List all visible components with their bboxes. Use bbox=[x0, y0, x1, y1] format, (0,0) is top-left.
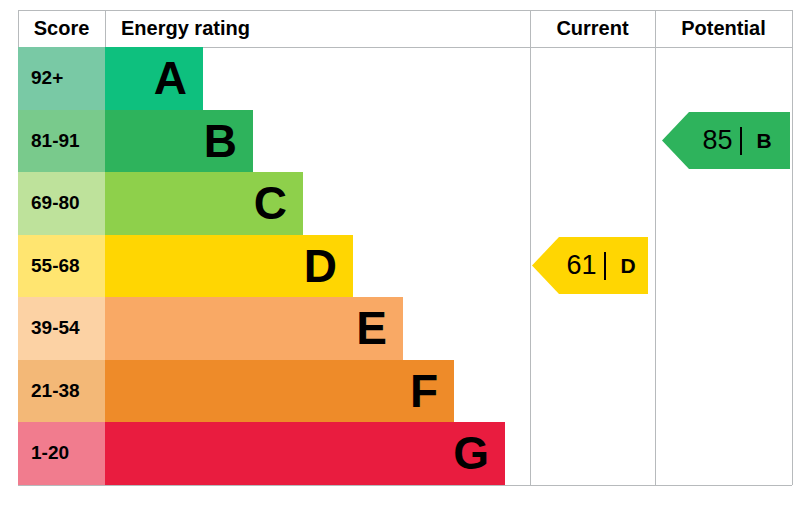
current-col-left-border bbox=[530, 10, 531, 485]
band-letter: F bbox=[410, 368, 438, 414]
score-range-label: 81-91 bbox=[31, 130, 80, 152]
score-cell-c: 69-80 bbox=[18, 172, 105, 235]
score-header-label: Score bbox=[34, 17, 90, 40]
current-rating-band: D bbox=[620, 254, 635, 278]
band-bar-a: A bbox=[105, 47, 203, 110]
band-letter: B bbox=[204, 118, 237, 164]
band-bar-b: B bbox=[105, 110, 253, 173]
score-cell-a: 92+ bbox=[18, 47, 105, 110]
potential-rating-value: 85 bbox=[702, 125, 732, 156]
band-letter: E bbox=[356, 305, 387, 351]
score-range-label: 55-68 bbox=[31, 255, 80, 277]
band-letter: G bbox=[453, 430, 489, 476]
potential-header-label: Potential bbox=[681, 17, 765, 40]
score-range-label: 92+ bbox=[31, 67, 63, 89]
potential-column-header: Potential bbox=[655, 10, 792, 47]
band-bar-f: F bbox=[105, 360, 454, 423]
score-cell-b: 81-91 bbox=[18, 110, 105, 173]
score-range-label: 21-38 bbox=[31, 380, 80, 402]
current-column-header: Current bbox=[530, 10, 655, 47]
score-cell-f: 21-38 bbox=[18, 360, 105, 423]
score-range-label: 39-54 bbox=[31, 317, 80, 339]
score-column: 92+ 81-91 69-80 55-68 39-54 21-38 1-20 bbox=[18, 47, 105, 485]
current-header-label: Current bbox=[556, 17, 628, 40]
potential-rating-arrow: 85 B bbox=[662, 112, 790, 169]
rating-divider-bar bbox=[740, 127, 742, 155]
potential-rating-band: B bbox=[756, 129, 771, 153]
score-cell-g: 1-20 bbox=[18, 422, 105, 485]
score-range-label: 1-20 bbox=[31, 442, 69, 464]
band-bar-g: G bbox=[105, 422, 505, 485]
band-bar-e: E bbox=[105, 297, 403, 360]
band-bar-d: D bbox=[105, 235, 353, 298]
score-cell-d: 55-68 bbox=[18, 235, 105, 298]
band-letter: C bbox=[254, 180, 287, 226]
score-column-header: Score bbox=[18, 10, 105, 47]
band-letter: D bbox=[304, 243, 337, 289]
energy-rating-bars: A B C D E F G bbox=[105, 47, 505, 485]
right-border bbox=[792, 10, 793, 485]
energy-rating-column-header: Energy rating bbox=[121, 10, 421, 47]
epc-rating-chart: Score Energy rating Current Potential 92… bbox=[0, 0, 810, 516]
score-cell-e: 39-54 bbox=[18, 297, 105, 360]
score-rating-divider bbox=[105, 10, 106, 47]
table-bottom-border bbox=[18, 485, 792, 486]
current-rating-arrow: 61 D bbox=[532, 237, 648, 294]
band-bar-c: C bbox=[105, 172, 303, 235]
current-rating-value: 61 bbox=[566, 250, 596, 281]
rating-divider-bar bbox=[604, 252, 606, 280]
current-potential-divider bbox=[655, 10, 656, 485]
energy-rating-header-label: Energy rating bbox=[121, 17, 250, 40]
score-range-label: 69-80 bbox=[31, 192, 80, 214]
band-letter: A bbox=[154, 55, 187, 101]
